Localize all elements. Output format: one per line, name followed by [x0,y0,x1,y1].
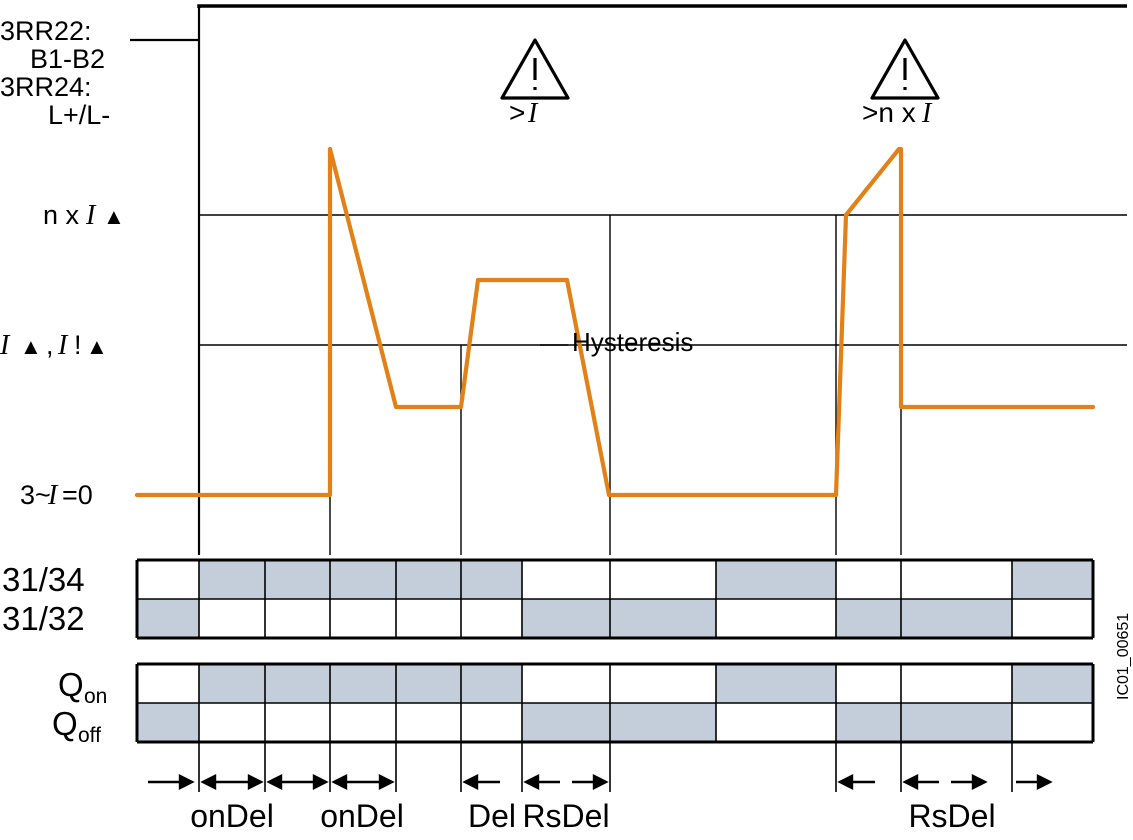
svg-text:3RR24:: 3RR24: [0,72,92,102]
svg-text:▲: ▲ [86,334,108,359]
svg-text:onDel: onDel [320,798,404,834]
svg-text:Q: Q [52,705,78,742]
svg-text:31/34: 31/34 [2,561,85,598]
svg-text:L+/L-: L+/L- [48,100,110,130]
svg-text:n x: n x [43,200,80,230]
svg-text:Hysteresis: Hysteresis [572,327,693,357]
svg-text:▲: ▲ [20,334,42,359]
svg-text:>n x: >n x [862,97,916,128]
svg-text:Del: Del [468,798,516,834]
svg-text:31/32: 31/32 [2,600,85,637]
svg-text:I: I [527,98,539,129]
svg-text:3~: 3~ [20,480,51,510]
svg-text:,: , [46,330,54,360]
svg-text:▲: ▲ [103,204,125,229]
svg-text:B1-B2: B1-B2 [30,44,105,74]
svg-text:on: on [84,685,107,708]
svg-text:IC01_00651: IC01_00651 [1115,613,1132,700]
svg-text:I: I [47,480,59,511]
svg-text:I: I [57,330,69,361]
svg-text:RsDel: RsDel [522,798,609,834]
svg-text:!: ! [74,330,82,360]
svg-text:RsDel: RsDel [908,798,995,834]
svg-text:onDel: onDel [190,798,274,834]
svg-text:=0: =0 [62,480,93,510]
svg-text:I: I [85,200,97,231]
svg-text:3RR22:: 3RR22: [0,16,92,46]
svg-text:>: > [509,97,525,128]
svg-text:off: off [78,724,101,747]
svg-text:I: I [921,98,933,129]
svg-text:Q: Q [58,666,84,703]
svg-text:I: I [0,330,11,361]
